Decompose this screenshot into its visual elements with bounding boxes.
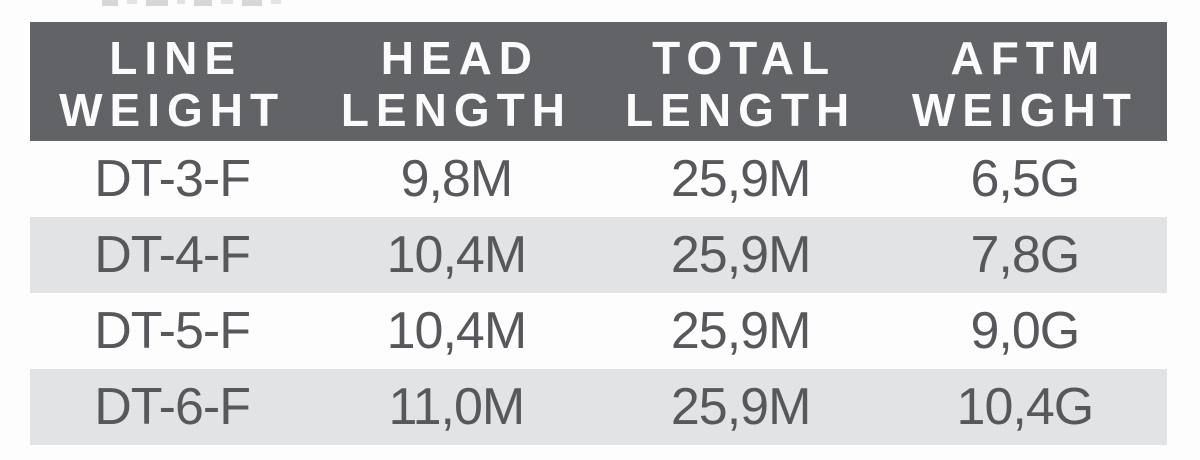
- table-row: DT-4-F 10,4M 25,9M 7,8G: [30, 217, 1167, 293]
- cell-line-weight: DT-3-F: [94, 150, 251, 208]
- line-spec-table: LINE WEIGHT HEAD LENGTH TOTAL LENGTH AFT…: [30, 22, 1167, 445]
- cell-aftm-weight: 9,0G: [970, 302, 1081, 360]
- cell-line-weight: DT-5-F: [94, 302, 251, 360]
- cell-aftm-weight: 7,8G: [970, 226, 1081, 284]
- col-header-total-length: TOTAL LENGTH: [625, 31, 857, 136]
- col-header-aftm-weight: AFTM WEIGHT: [911, 31, 1138, 136]
- cell-total-length: 25,9M: [670, 150, 812, 208]
- table-row: DT-5-F 10,4M 25,9M 9,0G: [30, 293, 1167, 369]
- cell-aftm-weight: 6,5G: [970, 150, 1081, 208]
- cell-total-length: 25,9M: [670, 226, 812, 284]
- cell-head-length: 11,0M: [388, 378, 526, 436]
- cell-head-length: 10,4M: [386, 226, 528, 284]
- cell-head-length: 9,8M: [400, 150, 514, 208]
- cell-line-weight: DT-6-F: [94, 378, 251, 436]
- table-header-row: LINE WEIGHT HEAD LENGTH TOTAL LENGTH AFT…: [30, 22, 1167, 141]
- cell-head-length: 10,4M: [386, 302, 528, 360]
- table-row: DT-3-F 9,8M 25,9M 6,5G: [30, 141, 1167, 217]
- cell-aftm-weight: 10,4G: [956, 378, 1095, 436]
- crop-artifact: [102, 0, 281, 7]
- cell-total-length: 25,9M: [670, 302, 812, 360]
- cell-line-weight: DT-4-F: [94, 226, 251, 284]
- col-header-head-length: HEAD LENGTH: [340, 31, 572, 136]
- cell-total-length: 25,9M: [670, 378, 812, 436]
- col-header-line-weight: LINE WEIGHT: [59, 31, 286, 136]
- table-row: DT-6-F 11,0M 25,9M 10,4G: [30, 369, 1167, 445]
